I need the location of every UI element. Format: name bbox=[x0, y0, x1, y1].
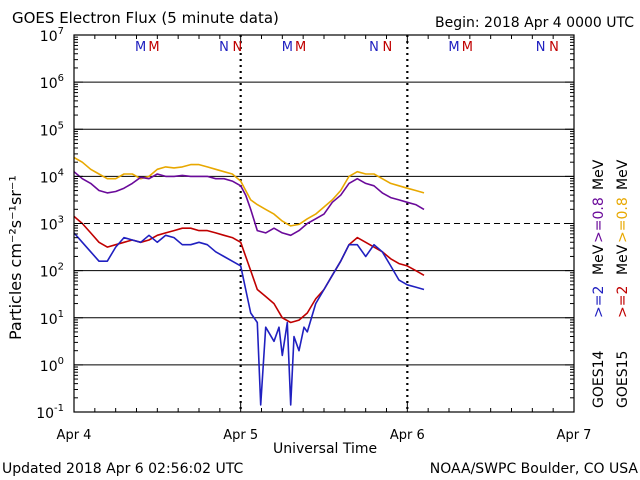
local-time-marker-label: M bbox=[148, 40, 159, 55]
legend-goes15-ge08: >=0.8 bbox=[615, 197, 631, 243]
begin-time: Begin: 2018 Apr 4 0000 UTC bbox=[435, 15, 634, 31]
footer-updated: Updated 2018 Apr 6 02:56:02 UTC bbox=[2, 461, 244, 477]
local-time-marker-label: N bbox=[219, 40, 229, 55]
local-time-marker-label: M bbox=[135, 40, 146, 55]
x-tick-label: Apr 7 bbox=[557, 428, 592, 443]
y-tick-label: 10-1 bbox=[36, 403, 64, 422]
local-time-marker-label: M bbox=[295, 40, 306, 55]
axis-ticks bbox=[73, 34, 575, 413]
legend-goes15: GOES15 bbox=[615, 351, 631, 408]
y-tick-label: 103 bbox=[40, 215, 64, 234]
local-time-marker-label: M bbox=[448, 40, 459, 55]
legend-goes14: GOES14 bbox=[591, 350, 607, 408]
x-tick-label: Apr 4 bbox=[57, 428, 92, 443]
x-axis-label: Universal Time bbox=[273, 441, 378, 457]
y-tick-label: 107 bbox=[40, 26, 64, 45]
series-line bbox=[73, 232, 425, 406]
legend-goes14-ge08: >=0.8 bbox=[591, 197, 607, 243]
legend-unit: MeV bbox=[615, 244, 631, 275]
x-tick-label: Apr 6 bbox=[390, 428, 425, 443]
legend-goes15-ge2: >=2 bbox=[615, 286, 631, 318]
x-tick-label: Apr 5 bbox=[223, 428, 258, 443]
series-lines bbox=[73, 156, 425, 406]
series-line bbox=[73, 156, 425, 227]
local-time-marker-label: M bbox=[282, 40, 293, 55]
tick-labels: 107 106 105 104 103 102 101 100 10-1 Apr 4 Apr 5 Ap… bbox=[36, 26, 631, 443]
y-tick-label: 101 bbox=[40, 309, 64, 328]
y-tick-label: 106 bbox=[40, 73, 64, 92]
local-time-marker-label: M bbox=[462, 40, 473, 55]
chart-title: GOES Electron Flux (5 minute data) bbox=[12, 9, 279, 27]
local-time-marker-label: N bbox=[536, 40, 546, 55]
legend-unit: MeV bbox=[591, 244, 607, 275]
y-axis-label: Particles cm⁻²s⁻¹sr⁻¹ bbox=[6, 175, 25, 340]
legend-unit: MeV bbox=[591, 159, 607, 190]
local-time-marker-label: N bbox=[382, 40, 392, 55]
y-tick-label: 105 bbox=[40, 120, 64, 139]
y-tick-label: 100 bbox=[40, 356, 64, 375]
local-time-marker-label: N bbox=[232, 40, 242, 55]
legend-unit: MeV bbox=[615, 159, 631, 190]
series-line bbox=[73, 171, 425, 237]
y-tick-label: 104 bbox=[40, 167, 64, 186]
local-time-marker-label: N bbox=[369, 40, 379, 55]
footer-credit: NOAA/SWPC Boulder, CO USA bbox=[429, 461, 638, 477]
gridlines bbox=[74, 81, 574, 366]
local-time-marker-label: N bbox=[549, 40, 559, 55]
legend-goes14-ge2: >=2 bbox=[591, 286, 607, 318]
y-tick-label: 102 bbox=[40, 262, 64, 281]
